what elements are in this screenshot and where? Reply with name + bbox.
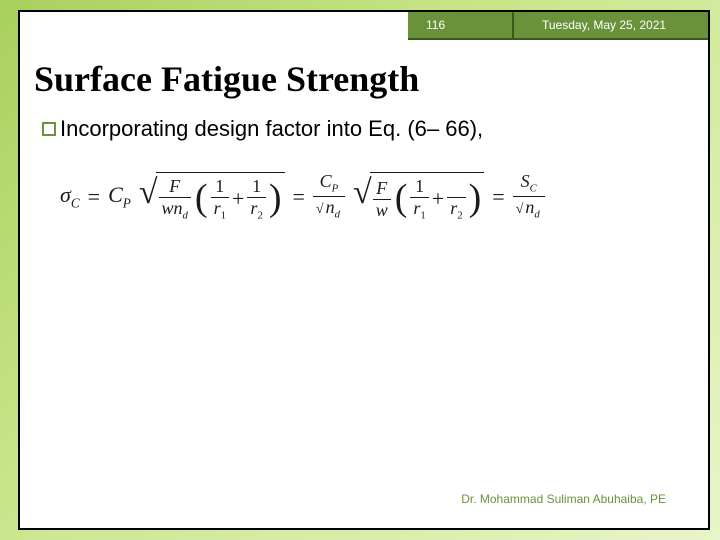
frac-cp-sqrtnd: CP √nd — [313, 172, 345, 221]
page-number: 116 — [408, 18, 460, 32]
radical-icon: √ — [139, 176, 158, 226]
page-title: Surface Fatigue Strength — [34, 58, 419, 100]
eq-equals-1: = — [88, 184, 100, 210]
frac-sc-sqrtnd: SC √nd — [513, 172, 545, 221]
sqrt-1: √ F wnd ( 1 r1 + 1 r2 — [139, 172, 285, 222]
eq-equals-3: = — [492, 184, 504, 210]
frac-F-w: F w — [373, 179, 391, 220]
bullet-line: Incorporating design factor into Eq. (6–… — [42, 116, 483, 142]
eq-lhs: σC — [60, 182, 80, 211]
eq-equals-2: = — [293, 184, 305, 210]
header-date: Tuesday, May 25, 2021 — [514, 18, 666, 32]
eq-cp-1: CP — [108, 182, 131, 211]
equation: σC = CP √ F wnd ( 1 r1 — [60, 172, 668, 222]
paren-group-2: ( 1 r1 + r2 ) — [395, 177, 482, 222]
radical-icon: √ — [353, 176, 372, 226]
paren-group-1: ( 1 r1 + 1 r2 ) — [195, 177, 282, 222]
footer-text: Dr. Mohammad Suliman Abuhaiba, PE — [461, 492, 666, 506]
frac-F-wnd: F wnd — [159, 177, 191, 222]
bullet-icon — [42, 122, 56, 136]
header-bar: 116 Tuesday, May 25, 2021 — [408, 12, 708, 40]
bullet-text: Incorporating design factor into Eq. (6–… — [60, 116, 483, 142]
sqrt-2: √ F w ( 1 r1 + r2 ) — [353, 172, 484, 222]
slide-frame: 116 Tuesday, May 25, 2021 Surface Fatigu… — [18, 10, 710, 530]
